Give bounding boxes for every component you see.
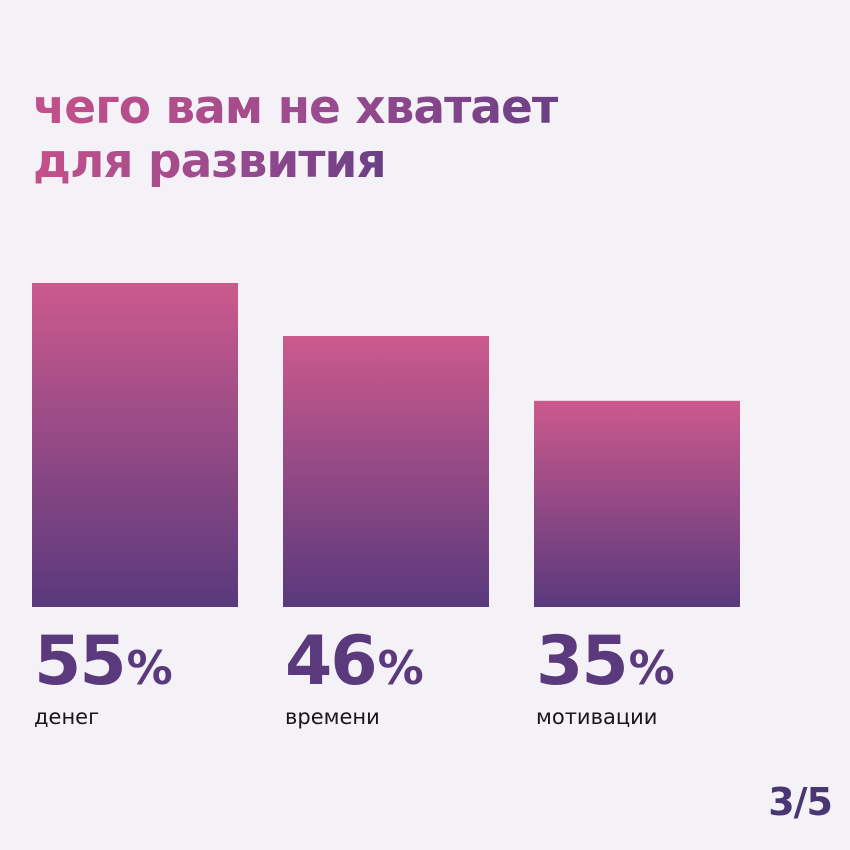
chart-title-line-1: чего вам не хватает <box>33 80 559 135</box>
bar-2 <box>283 336 489 607</box>
value-number: 46 <box>285 622 376 701</box>
value-unit: % <box>127 641 173 695</box>
value-number: 55 <box>34 622 125 701</box>
category-label-1: денег <box>34 705 99 729</box>
category-label-2: времени <box>285 705 380 729</box>
value-label-1: 55% <box>34 622 173 701</box>
value-unit: % <box>629 641 675 695</box>
value-label-3: 35% <box>536 622 675 701</box>
value-label-2: 46% <box>285 622 424 701</box>
page-counter: 3/5 <box>768 780 833 824</box>
labels-layer: 55% денег 46% времени 35% мотивации <box>34 622 675 729</box>
bars-layer <box>32 283 740 607</box>
value-unit: % <box>378 641 424 695</box>
bar-3 <box>534 400 740 607</box>
category-label-3: мотивации <box>536 705 657 729</box>
chart-title-line-2: для развития <box>33 134 387 189</box>
bar-1 <box>32 283 238 607</box>
value-number: 35 <box>536 622 627 701</box>
